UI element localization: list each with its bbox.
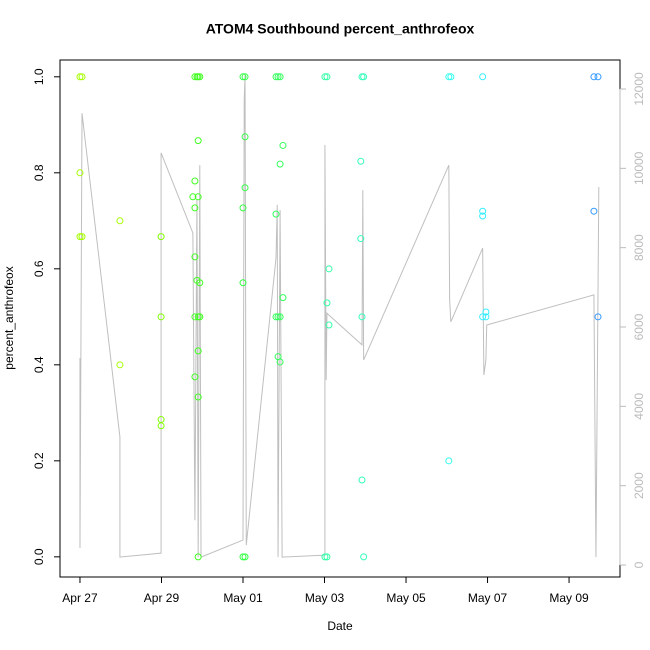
point bbox=[194, 553, 202, 561]
y-tick-label: 0.8 bbox=[32, 164, 46, 181]
point bbox=[78, 73, 86, 81]
point bbox=[590, 73, 598, 81]
point bbox=[191, 177, 199, 185]
point bbox=[590, 207, 598, 215]
point bbox=[241, 184, 249, 192]
point bbox=[279, 141, 287, 149]
point bbox=[116, 217, 124, 225]
y2-tick-label: 4000 bbox=[632, 393, 646, 420]
point bbox=[239, 73, 247, 81]
point bbox=[191, 373, 199, 381]
point bbox=[189, 193, 197, 201]
x-tick-label: Apr 29 bbox=[144, 591, 180, 605]
y-tick-label: 1.0 bbox=[32, 68, 46, 85]
y-axis-label: percent_anthrofeox bbox=[2, 266, 16, 369]
point bbox=[274, 313, 282, 321]
point bbox=[191, 313, 199, 321]
point bbox=[479, 207, 487, 215]
x-tick-label: Apr 27 bbox=[62, 591, 98, 605]
point bbox=[76, 73, 84, 81]
point bbox=[276, 313, 284, 321]
point bbox=[323, 73, 331, 81]
point bbox=[239, 204, 247, 212]
point bbox=[479, 313, 487, 321]
point bbox=[194, 193, 202, 201]
y-tick-label: 0.2 bbox=[32, 452, 46, 469]
point bbox=[241, 73, 249, 81]
point bbox=[191, 204, 199, 212]
point bbox=[241, 133, 249, 141]
y-tick-label: 0.4 bbox=[32, 356, 46, 373]
point bbox=[239, 553, 247, 561]
point bbox=[274, 73, 282, 81]
point bbox=[360, 553, 368, 561]
point bbox=[445, 457, 453, 465]
point bbox=[279, 294, 287, 302]
point bbox=[196, 279, 204, 287]
point bbox=[447, 73, 455, 81]
point bbox=[358, 313, 366, 321]
point bbox=[323, 299, 331, 307]
point bbox=[157, 233, 165, 241]
point bbox=[321, 553, 329, 561]
point bbox=[157, 313, 165, 321]
point bbox=[360, 73, 368, 81]
y2-tick-label: 12000 bbox=[632, 72, 646, 106]
point bbox=[191, 73, 199, 81]
point bbox=[76, 233, 84, 241]
x-tick-label: May 05 bbox=[386, 591, 426, 605]
y-tick-label: 0.0 bbox=[32, 548, 46, 565]
point bbox=[357, 157, 365, 165]
point bbox=[272, 313, 280, 321]
point bbox=[325, 321, 333, 329]
point bbox=[358, 476, 366, 484]
point bbox=[272, 73, 280, 81]
point bbox=[594, 73, 602, 81]
y2-tick-label: 6000 bbox=[632, 313, 646, 340]
x-axis-label: Date bbox=[327, 619, 353, 633]
y-tick-label: 0.6 bbox=[32, 260, 46, 277]
chart-title: ATOM4 Southbound percent_anthrofeox bbox=[206, 21, 475, 37]
point bbox=[241, 553, 249, 561]
point bbox=[194, 137, 202, 145]
y2-tick-label: 10000 bbox=[632, 151, 646, 185]
point bbox=[445, 73, 453, 81]
x-tick-label: May 09 bbox=[549, 591, 589, 605]
point bbox=[76, 169, 84, 177]
x-tick-label: May 01 bbox=[223, 591, 263, 605]
point bbox=[116, 361, 124, 369]
point bbox=[194, 393, 202, 401]
line-series bbox=[79, 75, 600, 558]
point bbox=[78, 233, 86, 241]
point bbox=[276, 358, 284, 366]
point bbox=[276, 160, 284, 168]
point bbox=[323, 553, 331, 561]
point bbox=[276, 73, 284, 81]
point bbox=[196, 73, 204, 81]
point bbox=[357, 235, 365, 243]
point bbox=[482, 313, 490, 321]
point bbox=[196, 313, 204, 321]
point bbox=[325, 265, 333, 273]
y2-tick-label: 2000 bbox=[632, 472, 646, 499]
point bbox=[321, 73, 329, 81]
point bbox=[479, 212, 487, 220]
y2-tick-label: 8000 bbox=[632, 234, 646, 261]
point bbox=[272, 210, 280, 218]
y2-tick-label: 0 bbox=[632, 561, 646, 568]
point bbox=[194, 347, 202, 355]
point bbox=[239, 279, 247, 287]
point bbox=[594, 313, 602, 321]
x-tick-label: May 03 bbox=[305, 591, 345, 605]
point bbox=[157, 422, 165, 430]
x-tick-label: May 07 bbox=[468, 591, 508, 605]
point bbox=[482, 308, 490, 316]
point bbox=[191, 253, 199, 261]
point bbox=[479, 73, 487, 81]
